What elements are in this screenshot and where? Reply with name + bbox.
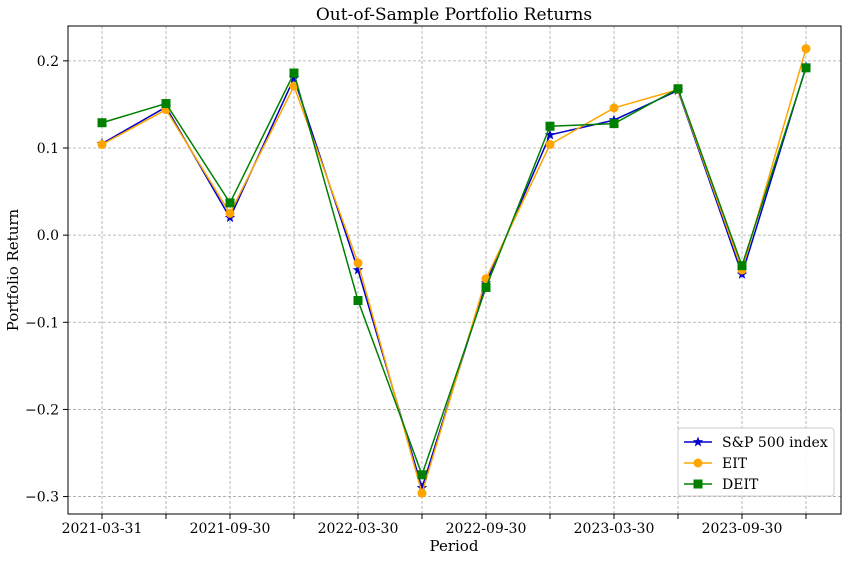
legend-label-s-p-500-index: S&P 500 index bbox=[722, 435, 828, 451]
plot-frame bbox=[67, 25, 842, 515]
chart-title: Out-of-Sample Portfolio Returns bbox=[316, 5, 592, 25]
data-point-s-p-500-index bbox=[544, 129, 556, 140]
data-point-eit bbox=[609, 103, 619, 113]
x-tick-label: 2021-03-31 bbox=[62, 521, 143, 537]
axes: 2021-03-31 2021-09-30 2022-03-30 2022-09-30… bbox=[25, 54, 807, 537]
series-group bbox=[96, 44, 812, 498]
legend-marker-s-p-500-index bbox=[692, 436, 704, 447]
x-axis-label: Period bbox=[430, 537, 479, 555]
legend-label-eit: EIT bbox=[722, 456, 748, 472]
data-point-deit bbox=[353, 296, 363, 305]
y-tick-label: −0.3 bbox=[25, 490, 59, 506]
data-point-deit bbox=[481, 282, 491, 292]
legend-marker-eit bbox=[693, 458, 703, 468]
y-tick-label: −0.2 bbox=[25, 402, 59, 418]
x-tick-label: 2023-09-30 bbox=[702, 521, 783, 537]
y-tick-label: 0.1 bbox=[37, 141, 59, 157]
data-point-s-p-500-index bbox=[416, 482, 428, 493]
data-point-eit bbox=[289, 81, 299, 91]
data-point-deit bbox=[801, 63, 811, 73]
data-point-deit bbox=[161, 99, 171, 109]
data-point-deit bbox=[673, 84, 683, 94]
y-axis-label: Portfolio Return bbox=[4, 208, 22, 331]
data-point-deit bbox=[545, 121, 555, 131]
data-point-eit bbox=[545, 140, 555, 150]
x-tick-label: 2022-09-30 bbox=[446, 521, 527, 537]
legend-marker-deit bbox=[693, 479, 703, 489]
x-tick-label: 2022-03-30 bbox=[318, 521, 399, 537]
data-point-deit bbox=[609, 119, 619, 129]
data-point-eit bbox=[225, 208, 235, 218]
data-point-deit bbox=[417, 470, 427, 480]
data-point-eit bbox=[353, 258, 363, 268]
data-point-s-p-500-index bbox=[352, 264, 364, 275]
y-tick-label: 0.0 bbox=[37, 228, 59, 244]
data-point-eit bbox=[801, 44, 811, 54]
legend: S&P 500 index EIT DEIT bbox=[677, 427, 835, 497]
series-line-deit bbox=[101, 67, 807, 478]
data-point-deit bbox=[289, 68, 299, 78]
data-point-s-p-500-index bbox=[288, 72, 300, 83]
data-point-deit bbox=[225, 198, 235, 208]
x-tick-label: 2021-09-30 bbox=[190, 521, 271, 537]
y-tick-label: −0.1 bbox=[25, 315, 59, 331]
y-tick-label: 0.2 bbox=[37, 54, 59, 70]
data-point-deit bbox=[97, 118, 107, 128]
data-point-eit bbox=[417, 488, 427, 498]
series-deit bbox=[97, 63, 811, 480]
data-point-deit bbox=[737, 261, 747, 271]
legend-label-deit: DEIT bbox=[722, 477, 759, 493]
data-point-eit bbox=[97, 140, 107, 150]
legend-box bbox=[677, 427, 835, 497]
x-tick-label: 2023-03-30 bbox=[574, 521, 655, 537]
